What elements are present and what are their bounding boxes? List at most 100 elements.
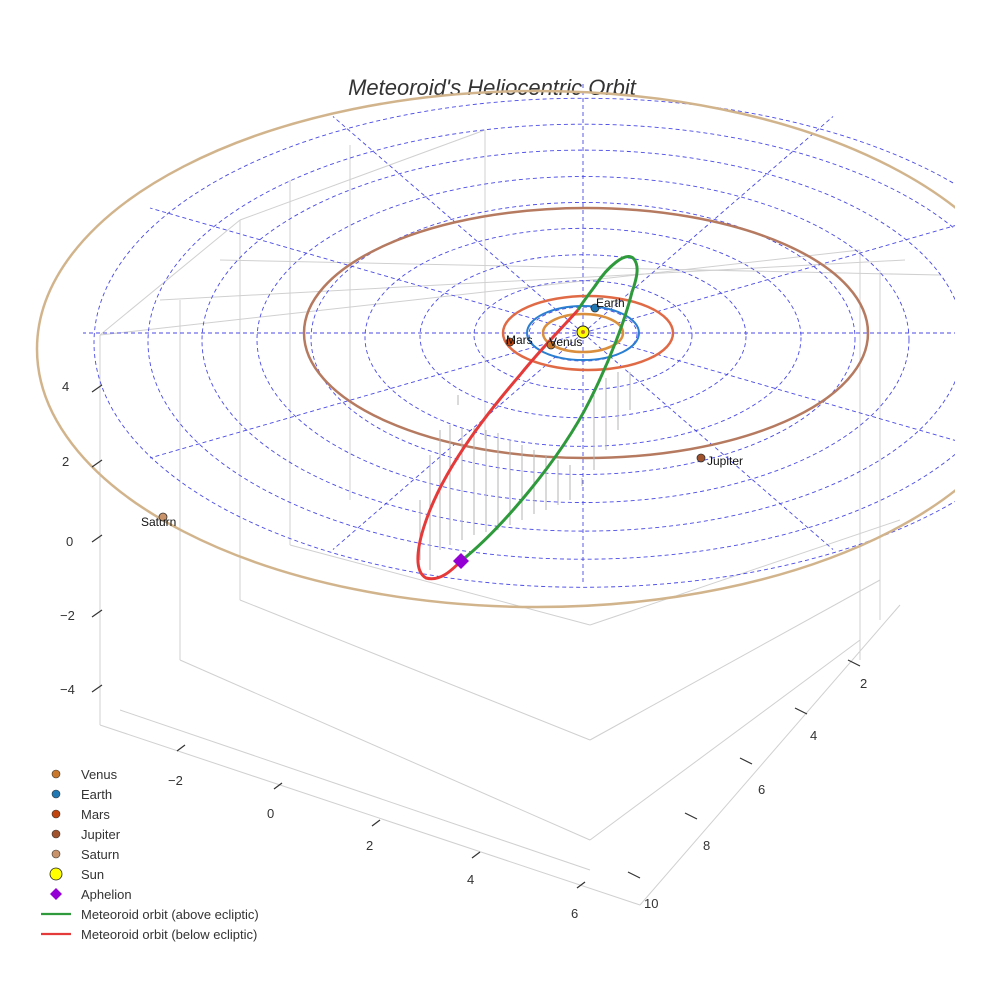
box-grid <box>99 129 941 906</box>
legend-label: Mars <box>81 807 110 822</box>
venus-label: Venus <box>549 335 582 349</box>
ecliptic-spoke <box>149 207 584 334</box>
sun-center-dot <box>581 330 585 334</box>
legend-symbol <box>49 867 63 881</box>
y-tick-mark <box>684 812 698 820</box>
orbit-below-ecliptic-line <box>416 308 580 581</box>
meteoroid-orbit <box>416 255 639 581</box>
box-gridline <box>159 259 906 301</box>
ecliptic-spoke <box>332 116 584 334</box>
y-tick-label: 10 <box>644 896 658 911</box>
box-gridline <box>119 709 591 871</box>
legend-item-sun[interactable]: Sun <box>49 867 104 882</box>
y-tick-label: 4 <box>810 728 817 743</box>
legend-item-earth[interactable]: Earth <box>51 787 112 802</box>
z-tick-mark <box>91 459 103 468</box>
z-tick-label: 0 <box>66 534 73 549</box>
legend-label: Venus <box>81 767 118 782</box>
x-tick-label: −2 <box>168 773 183 788</box>
venus-marker <box>546 340 556 350</box>
box-gridline <box>99 249 861 336</box>
y-tick-label: 6 <box>758 782 765 797</box>
box-gridline <box>239 599 591 741</box>
axes: 4 2 0 −2 −4 −2 0 2 4 6 2 4 6 8 10 <box>60 379 867 921</box>
ecliptic-spoke <box>149 332 584 459</box>
jupiter-marker <box>696 453 706 463</box>
z-tick-mark <box>91 534 103 543</box>
y-tick-mark <box>739 757 753 765</box>
box-gridline <box>99 724 641 906</box>
legend-symbol <box>50 888 62 900</box>
box-gridline <box>289 544 591 626</box>
legend-symbol <box>51 809 61 819</box>
x-tick-mark <box>273 782 283 790</box>
box-gridline <box>589 519 901 626</box>
x-tick-label: 2 <box>366 838 373 853</box>
bodies: Venus Earth Mars Jupiter Saturn <box>141 296 743 569</box>
z-tick-label: −2 <box>60 608 75 623</box>
box-gridline <box>589 579 881 741</box>
x-tick-label: 0 <box>267 806 274 821</box>
x-tick-mark <box>176 744 186 752</box>
x-tick-label: 6 <box>571 906 578 921</box>
jupiter-label: Jupiter <box>707 454 743 468</box>
legend-symbol <box>51 849 61 859</box>
aphelion-marker <box>453 553 469 569</box>
legend-symbol <box>51 789 61 799</box>
earth-label: Earth <box>596 296 625 310</box>
z-tick-mark <box>91 684 103 693</box>
legend-label: Aphelion <box>81 887 132 902</box>
saturn-marker <box>158 512 168 522</box>
ecliptic-spoke <box>582 332 834 550</box>
mars-label: Mars <box>506 333 533 347</box>
y-tick-mark <box>627 871 641 879</box>
ecliptic-spoke <box>332 332 584 550</box>
y-tick-label: 2 <box>860 676 867 691</box>
y-tick-label: 8 <box>703 838 710 853</box>
ecliptic-spoke <box>582 116 834 334</box>
ecliptic-spoke <box>582 225 955 334</box>
legend-item-aphelion[interactable]: Aphelion <box>50 887 132 902</box>
planet-orbits <box>35 89 955 609</box>
legend-item-meteoroid-orbit-below-ecliptic[interactable]: Meteoroid orbit (below ecliptic) <box>41 927 257 942</box>
legend-label: Jupiter <box>81 827 121 842</box>
legend-item-venus[interactable]: Venus <box>51 767 118 782</box>
legend: Venus Earth Mars Jupiter Saturn Sun Aphelion Me… <box>41 767 259 942</box>
venus-orbit <box>541 312 625 354</box>
earth-orbit <box>526 305 640 361</box>
legend-label: Saturn <box>81 847 119 862</box>
x-tick-mark <box>471 851 481 859</box>
ecliptic-spoke <box>582 332 955 441</box>
box-gridline <box>179 659 591 841</box>
ecliptic-ring <box>364 227 802 447</box>
y-tick-mark <box>794 707 808 715</box>
orbit-above-ecliptic-line <box>460 255 639 563</box>
legend-label: Earth <box>81 787 112 802</box>
z-tick-label: 4 <box>62 379 69 394</box>
ecliptic-ring <box>93 97 955 588</box>
legend-item-jupiter[interactable]: Jupiter <box>51 827 121 842</box>
saturn-orbit <box>35 89 955 609</box>
y-tick-mark <box>847 659 861 667</box>
legend-label: Meteoroid orbit (below ecliptic) <box>81 927 257 942</box>
legend-item-saturn[interactable]: Saturn <box>51 847 119 862</box>
saturn-label: Saturn <box>141 515 176 529</box>
mars-marker <box>505 337 515 347</box>
jupiter-orbit <box>302 206 870 460</box>
earth-marker <box>590 303 600 313</box>
legend-item-meteoroid-orbit-above-ecliptic[interactable]: Meteoroid orbit (above ecliptic) <box>41 907 259 922</box>
x-tick-mark <box>576 881 586 889</box>
legend-symbol <box>51 829 61 839</box>
z-tick-mark <box>91 609 103 618</box>
box-gridline <box>639 604 901 906</box>
legend-item-mars[interactable]: Mars <box>51 807 110 822</box>
box-gridline <box>99 219 241 336</box>
z-tick-label: −4 <box>60 682 75 697</box>
legend-symbol <box>51 769 61 779</box>
box-gridline <box>239 129 486 221</box>
x-tick-mark <box>371 819 381 827</box>
legend-label: Sun <box>81 867 104 882</box>
x-tick-label: 4 <box>467 872 474 887</box>
z-tick-label: 2 <box>62 454 69 469</box>
